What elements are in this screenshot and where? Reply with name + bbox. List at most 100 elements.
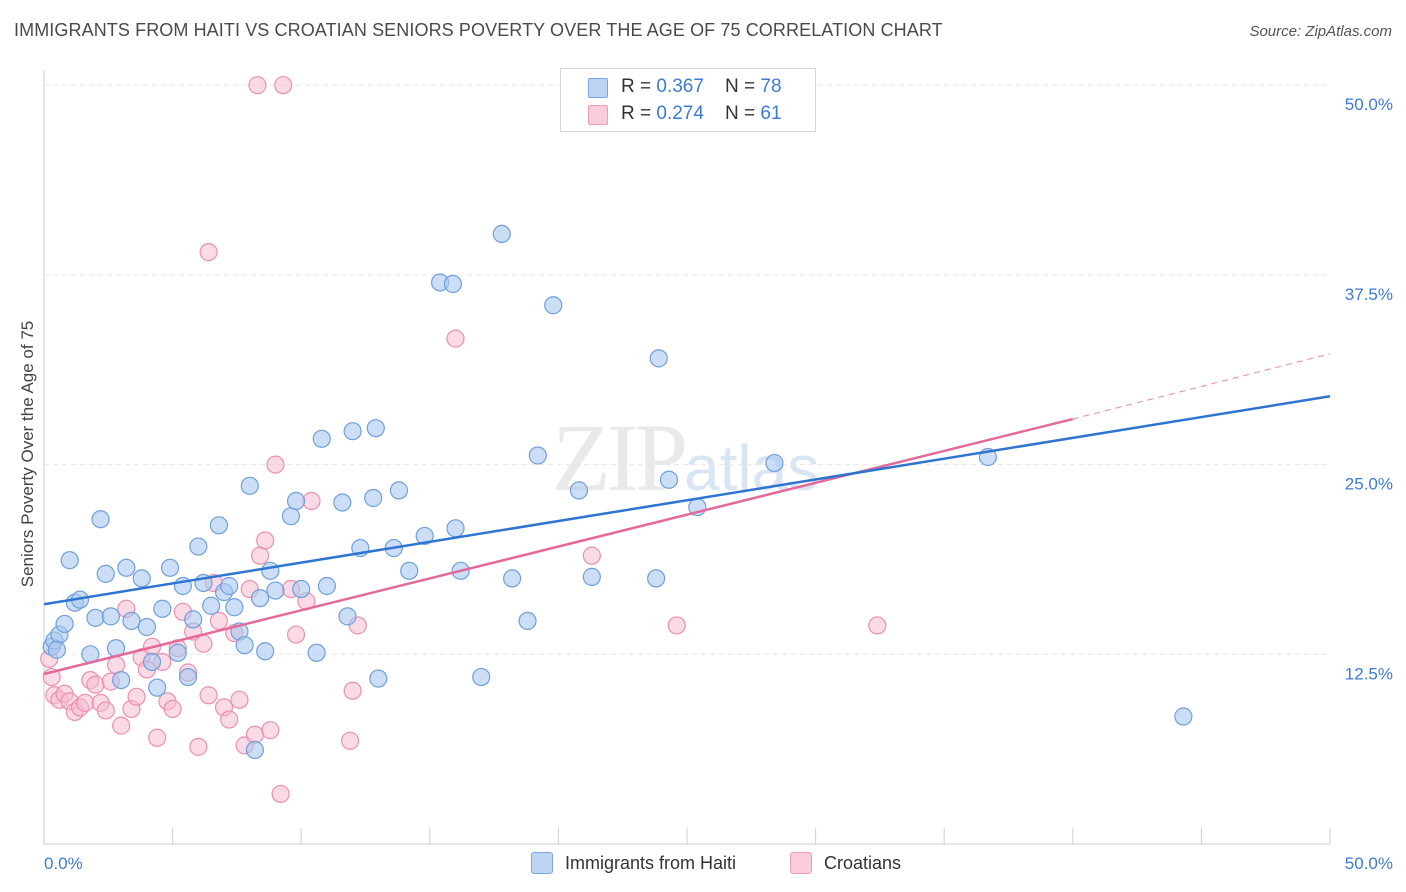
point-immigrants-from-haiti [266,581,285,600]
legend-r-value: 0.274 [656,103,704,124]
point-immigrants-from-haiti [96,564,115,583]
point-immigrants-from-haiti [137,617,156,637]
point-immigrants-from-haiti [343,422,362,441]
legend-n-label: N = [725,103,761,124]
point-immigrants-from-haiti [503,569,522,588]
point-immigrants-from-haiti [245,740,265,760]
point-croatians [266,455,285,474]
point-croatians [148,728,167,747]
grid [44,84,1330,655]
point-croatians [250,546,270,565]
x-tick-label: 50.0% [1345,854,1393,873]
point-croatians [76,693,95,712]
point-croatians [199,686,218,705]
point-croatians [868,616,887,635]
point-immigrants-from-haiti [202,596,221,615]
chart-title: IMMIGRANTS FROM HAITI VS CROATIAN SENIOR… [14,20,943,40]
y-axis-label: Seniors Poverty Over the Age of 75 [18,321,37,587]
legend-r-label: R = [621,103,657,124]
point-immigrants-from-haiti [225,598,244,617]
point-immigrants-from-haiti [492,224,511,244]
watermark-atlas: atlas [684,432,820,504]
point-immigrants-from-haiti [338,607,357,626]
point-immigrants-from-haiti [317,576,337,596]
point-immigrants-from-haiti [209,516,228,535]
point-immigrants-from-haiti [184,610,203,629]
point-immigrants-from-haiti [518,611,537,631]
point-immigrants-from-haiti [160,558,180,577]
legend-swatch-pink [588,105,608,125]
point-immigrants-from-haiti [101,607,120,626]
point-croatians [271,784,290,804]
point-croatians [209,611,228,631]
point-immigrants-from-haiti [366,419,385,438]
point-immigrants-from-haiti [153,599,172,618]
point-croatians [261,721,280,740]
point-croatians [112,716,131,735]
point-immigrants-from-haiti [47,640,66,659]
point-immigrants-from-haiti [189,537,208,556]
series-croatians [40,76,887,804]
point-immigrants-from-haiti [55,614,74,634]
point-croatians [127,687,146,706]
point-immigrants-from-haiti [569,481,589,500]
x-tick-label: 0.0% [44,854,83,873]
point-croatians [220,710,239,729]
point-immigrants-from-haiti [443,274,463,294]
point-immigrants-from-haiti [312,429,331,448]
point-immigrants-from-haiti [250,589,270,608]
point-immigrants-from-haiti [333,493,352,512]
y-tick-label: 37.5% [1345,285,1393,304]
legend-r-label: R = [621,76,657,97]
point-immigrants-from-haiti [389,481,409,500]
point-immigrants-from-haiti [472,667,491,687]
y-tick-label: 50.0% [1345,95,1393,114]
point-croatians [96,701,115,720]
point-croatians [230,690,249,709]
point-croatians [248,76,267,95]
point-immigrants-from-haiti [256,642,275,661]
point-immigrants-from-haiti [168,643,187,662]
series-immigrants-from-haiti [42,224,1193,760]
point-immigrants-from-haiti [647,569,666,588]
point-immigrants-from-haiti [292,579,311,599]
point-immigrants-from-haiti [544,296,563,315]
point-immigrants-from-haiti [364,488,383,508]
point-croatians [163,699,182,719]
point-immigrants-from-haiti [765,453,784,473]
point-immigrants-from-haiti [178,667,198,687]
axis-labels: 12.5% 25.0% 37.5% 50.0% 0.0% 50.0% Seniors Pov… [18,95,1393,873]
point-immigrants-from-haiti [286,491,306,511]
legend-n-value: 78 [760,76,782,97]
point-croatians [667,616,686,635]
trend-lines [43,353,1331,676]
y-tick-label: 25.0% [1345,475,1393,494]
point-croatians [86,675,105,694]
bottom-legend-croatians: Croatians [790,852,901,874]
point-croatians [256,531,275,550]
point-immigrants-from-haiti [91,510,110,529]
axes [43,70,1331,845]
point-croatians [189,737,208,756]
point-immigrants-from-haiti [528,446,547,465]
bottom-legend-haiti: Immigrants from Haiti [531,852,736,874]
point-immigrants-from-haiti [582,567,601,586]
legend-row-croatians: R = 0.274 N = 61 [588,103,787,125]
trend-line-immigrants-from-haiti [43,395,1331,606]
point-croatians [340,731,360,750]
point-croatians [286,625,306,644]
legend-n-label: N = [725,76,761,97]
point-croatians [194,634,213,653]
point-croatians [302,491,321,511]
point-immigrants-from-haiti [240,476,259,495]
y-tick-label: 12.5% [1345,664,1393,683]
trend-line-croatians [43,417,1074,676]
point-croatians [245,725,265,744]
point-immigrants-from-haiti [60,551,79,570]
legend-n-value: 61 [760,103,782,124]
point-croatians [199,243,218,262]
bottom-legend-swatch-blue [531,852,553,874]
point-immigrants-from-haiti [112,670,131,690]
point-immigrants-from-haiti [261,561,280,580]
